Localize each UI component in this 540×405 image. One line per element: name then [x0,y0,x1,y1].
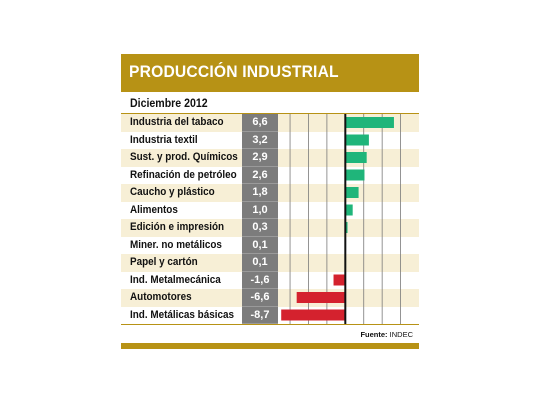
value-label: 6,6 [242,114,278,132]
value-label: -6,6 [242,289,278,307]
bar [345,152,367,163]
bar [345,187,359,198]
footer-bar [121,343,419,349]
value-label: -1,6 [242,271,278,289]
category-label: Automotores [130,291,192,303]
bar [345,204,353,216]
bar [333,274,346,286]
value-label: 0,3 [242,219,278,237]
value-label: 2,9 [242,149,278,167]
source-label: Fuente: [360,330,388,339]
bar [345,134,369,146]
table-row: Miner. no metálicos 0,1 [121,236,419,254]
value-label: 3,2 [242,131,278,149]
category-label: Sust. y prod. Químicos [130,151,238,163]
bar [345,222,348,233]
chart-frame: PRODUCCIÓN INDUSTRIAL Diciembre 2012 Ind… [121,54,419,349]
table-row: Industria textil 3,2 [121,131,419,149]
category-label: Ind. Metálicas básicas [130,308,235,321]
value-label: 0,1 [242,254,278,272]
chart-subtitle: Diciembre 2012 [130,98,208,110]
chart-title: PRODUCCIÓN INDUSTRIAL [129,62,339,81]
bar [296,292,346,303]
value-label: 1,8 [242,184,278,202]
bottom-divider [121,324,419,325]
category-label: Miner. no metálicos [130,238,222,251]
category-label: Ind. Metalmecánica [130,273,221,286]
category-label: Industria textil [130,133,198,146]
table-row: Alimentos 1,0 [121,201,419,219]
category-label: Refinación de petróleo [130,168,237,181]
value-label: 0,1 [242,236,278,254]
table-row: Ind. Metálicas básicas -8,7 [121,306,419,324]
category-label: Edición e impresión [130,221,225,233]
category-label: Industria del tabaco [130,116,224,128]
category-label: Alimentos [130,203,178,216]
value-label: 2,6 [242,166,278,184]
bar [345,117,394,128]
table-row: Ind. Metalmecánica -1,6 [121,271,419,289]
title-bar: PRODUCCIÓN INDUSTRIAL [121,54,419,92]
bar [345,169,365,181]
bar-plot [281,114,401,324]
source-note: Fuente: INDEC [360,330,413,339]
value-label: 1,0 [242,201,278,219]
value-label: -8,7 [242,306,278,324]
source-name: INDEC [389,330,413,339]
category-label: Papel y cartón [130,256,198,268]
category-label: Caucho y plástico [130,186,215,198]
table-row: Refinación de petróleo 2,6 [121,166,419,184]
bar [281,309,346,321]
